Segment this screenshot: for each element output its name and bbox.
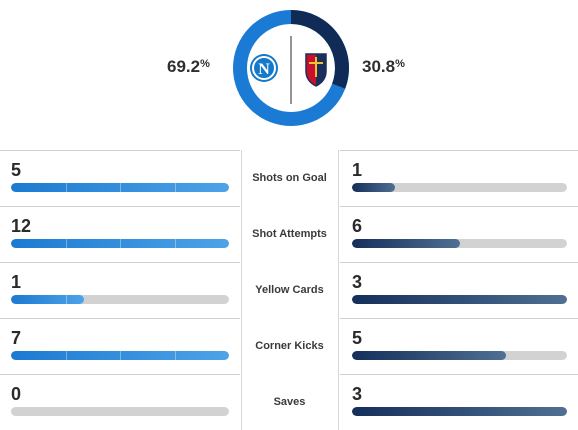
row-separator (0, 374, 578, 375)
row-separator-right (340, 262, 578, 263)
away-stat-value: 6 (352, 216, 363, 236)
home-stat-bar-fill (11, 239, 229, 248)
row-separator-left (0, 150, 240, 151)
away-stat-bar (352, 239, 567, 248)
column-divider (338, 206, 339, 262)
stat-row: 0 Saves 3 (0, 374, 578, 430)
home-stat-bar-fill (11, 295, 84, 304)
away-stat-value: 3 (352, 384, 363, 404)
away-stat-bar-fill (352, 295, 567, 304)
home-stat-bar (11, 351, 229, 360)
home-stat-value: 5 (11, 160, 22, 180)
column-divider (241, 150, 242, 206)
stat-row: 1 Yellow Cards 3 (0, 262, 578, 318)
stat-row: 5 Shots on Goal 1 (0, 150, 578, 206)
stat-label-shot-attempts: Shot Attempts (252, 228, 327, 240)
row-separator-right (340, 374, 578, 375)
home-stat-bar (11, 183, 229, 192)
column-divider (338, 150, 339, 206)
stat-row: 7 Corner Kicks 5 (0, 318, 578, 374)
bar-tick (65, 351, 67, 360)
away-stat-value: 5 (352, 328, 363, 348)
possession-header: 69.2% N 30.8% (0, 0, 578, 140)
row-separator (0, 150, 578, 151)
row-separator-left (0, 318, 240, 319)
column-divider (241, 206, 242, 262)
away-stat-bar (352, 351, 567, 360)
column-divider (241, 374, 242, 430)
row-separator (0, 262, 578, 263)
column-divider (241, 262, 242, 318)
home-possession-value: 69.2 (167, 57, 201, 76)
bar-tick (120, 351, 121, 360)
row-separator (0, 318, 578, 319)
away-stat-bar (352, 295, 567, 304)
column-divider (338, 318, 339, 374)
away-percent-symbol: % (395, 58, 405, 70)
svg-text:N: N (258, 61, 270, 78)
home-stat-bar-fill (11, 351, 229, 360)
team-stats-table: 5 Shots on Goal 1 12 Shot Attempts 6 1 (0, 150, 578, 430)
column-divider (338, 262, 339, 318)
stat-label-shots-on-goal: Shots on Goal (252, 172, 327, 184)
row-separator-right (340, 318, 578, 319)
away-stat-value: 3 (352, 272, 363, 292)
away-stat-bar (352, 407, 567, 416)
bar-tick (120, 239, 121, 248)
home-stat-value: 7 (11, 328, 22, 348)
away-stat-bar-fill (352, 183, 395, 192)
home-stat-value: 12 (11, 216, 32, 236)
away-possession: 30.8% (362, 57, 405, 77)
column-divider (241, 318, 242, 374)
column-divider (338, 374, 339, 430)
home-stat-bar-fill (11, 183, 229, 192)
away-stat-bar-fill (352, 407, 567, 416)
away-stat-value: 1 (352, 160, 363, 180)
stat-row: 12 Shot Attempts 6 (0, 206, 578, 262)
possession-donut: N (233, 10, 349, 126)
bar-tick (174, 183, 176, 192)
row-separator-left (0, 262, 240, 263)
away-possession-value: 30.8 (362, 57, 396, 76)
home-stat-bar (11, 407, 229, 416)
row-separator-right (340, 206, 578, 207)
row-separator-left (0, 374, 240, 375)
napoli-crest-icon: N (250, 54, 278, 82)
bar-tick (174, 239, 176, 248)
away-possession-arc (290, 10, 349, 89)
row-separator-right (340, 150, 578, 151)
home-possession: 69.2% (167, 57, 210, 77)
home-stat-bar (11, 239, 229, 248)
row-separator-left (0, 206, 240, 207)
bar-tick (120, 183, 121, 192)
row-separator (0, 206, 578, 207)
stat-label-saves: Saves (273, 396, 306, 408)
home-stat-value: 1 (11, 272, 22, 292)
home-percent-symbol: % (200, 58, 210, 70)
home-stat-bar (11, 295, 229, 304)
genoa-crest-icon (305, 53, 327, 87)
home-stat-value: 0 (11, 384, 22, 404)
stat-label-corner-kicks: Corner Kicks (255, 340, 324, 352)
bar-tick (65, 295, 67, 304)
bar-tick (65, 239, 67, 248)
stat-label-yellow-cards: Yellow Cards (255, 284, 324, 296)
bar-tick (174, 351, 176, 360)
bar-tick (65, 183, 67, 192)
away-stat-bar (352, 183, 567, 192)
away-stat-bar-fill (352, 351, 506, 360)
away-stat-bar-fill (352, 239, 460, 248)
